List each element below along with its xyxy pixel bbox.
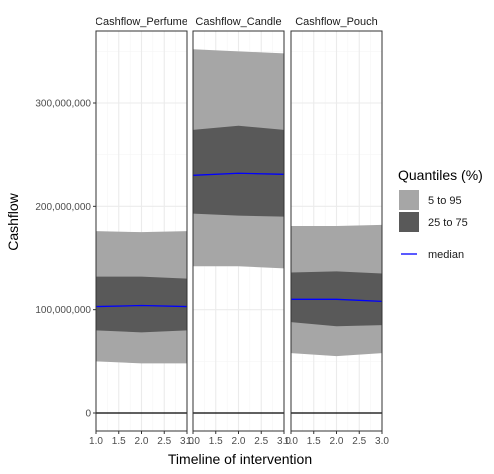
x-tick-label: 1.5 bbox=[209, 436, 223, 447]
facet-label: Cashflow_Perfume bbox=[95, 16, 188, 28]
facet-label: Cashflow_Candle bbox=[195, 16, 281, 28]
x-tick-label: 1.0 bbox=[89, 436, 103, 447]
legend-label: 5 to 95 bbox=[428, 195, 462, 207]
median-line bbox=[95, 304, 188, 308]
y-tick-label: 200,000,000 bbox=[35, 202, 91, 213]
y-tick-label: 100,000,000 bbox=[35, 305, 91, 316]
x-tick-label: 2.5 bbox=[157, 436, 171, 447]
band-25-to-75 bbox=[193, 125, 284, 217]
x-tick-label: 3.0 bbox=[375, 436, 389, 447]
x-tick-label: 1.0 bbox=[284, 436, 298, 447]
facet-label: Cashflow_Pouch bbox=[295, 16, 378, 28]
panel-cashflow-candle: Cashflow_Candle 1.0 1.5 2.0 2.5 3.0 bbox=[186, 11, 291, 447]
x-tick-label: 2.0 bbox=[232, 436, 246, 447]
facet-strip bbox=[96, 11, 187, 31]
y-axis-title: Cashflow bbox=[5, 192, 21, 250]
y-tick-label: 0 bbox=[85, 409, 91, 420]
legend-key-25-to-75 bbox=[399, 212, 419, 232]
band-25-to-75 bbox=[96, 276, 187, 333]
panel-cashflow-pouch: Cashflow_Pouch 1.0 1.5 2.0 2.5 3.0 bbox=[284, 11, 389, 447]
median-line bbox=[192, 172, 285, 176]
y-tick-label: 300,000,000 bbox=[35, 99, 91, 110]
legend-key-5-to-95 bbox=[399, 190, 419, 210]
legend: Quantiles (%) 5 to 95 25 to 75 median bbox=[398, 167, 483, 261]
legend-label: 25 to 75 bbox=[428, 217, 468, 229]
x-axis-title: Timeline of intervention bbox=[168, 451, 312, 467]
panel-cashflow-perfume: Cashflow_Perfume 1.0 1.5 2.0 2.5 3.0 bbox=[89, 11, 194, 447]
x-tick-label: 2.0 bbox=[135, 436, 149, 447]
x-tick-label: 1.5 bbox=[307, 436, 321, 447]
legend-label: median bbox=[428, 249, 464, 261]
facet-strip bbox=[291, 11, 382, 31]
x-tick-label: 2.0 bbox=[330, 436, 344, 447]
x-tick-label: 2.5 bbox=[254, 436, 268, 447]
x-tick-label: 3.0 bbox=[277, 436, 291, 447]
x-tick-label: 2.5 bbox=[352, 436, 366, 447]
x-tick-label: 1.5 bbox=[112, 436, 126, 447]
y-axis: 0 100,000,000 200,000,000 300,000,000 bbox=[35, 99, 96, 420]
legend-title: Quantiles (%) bbox=[398, 167, 483, 183]
facet-strip bbox=[193, 11, 284, 31]
x-tick-label: 3.0 bbox=[180, 436, 194, 447]
x-tick-label: 1.0 bbox=[186, 436, 200, 447]
median-line bbox=[291, 298, 383, 303]
